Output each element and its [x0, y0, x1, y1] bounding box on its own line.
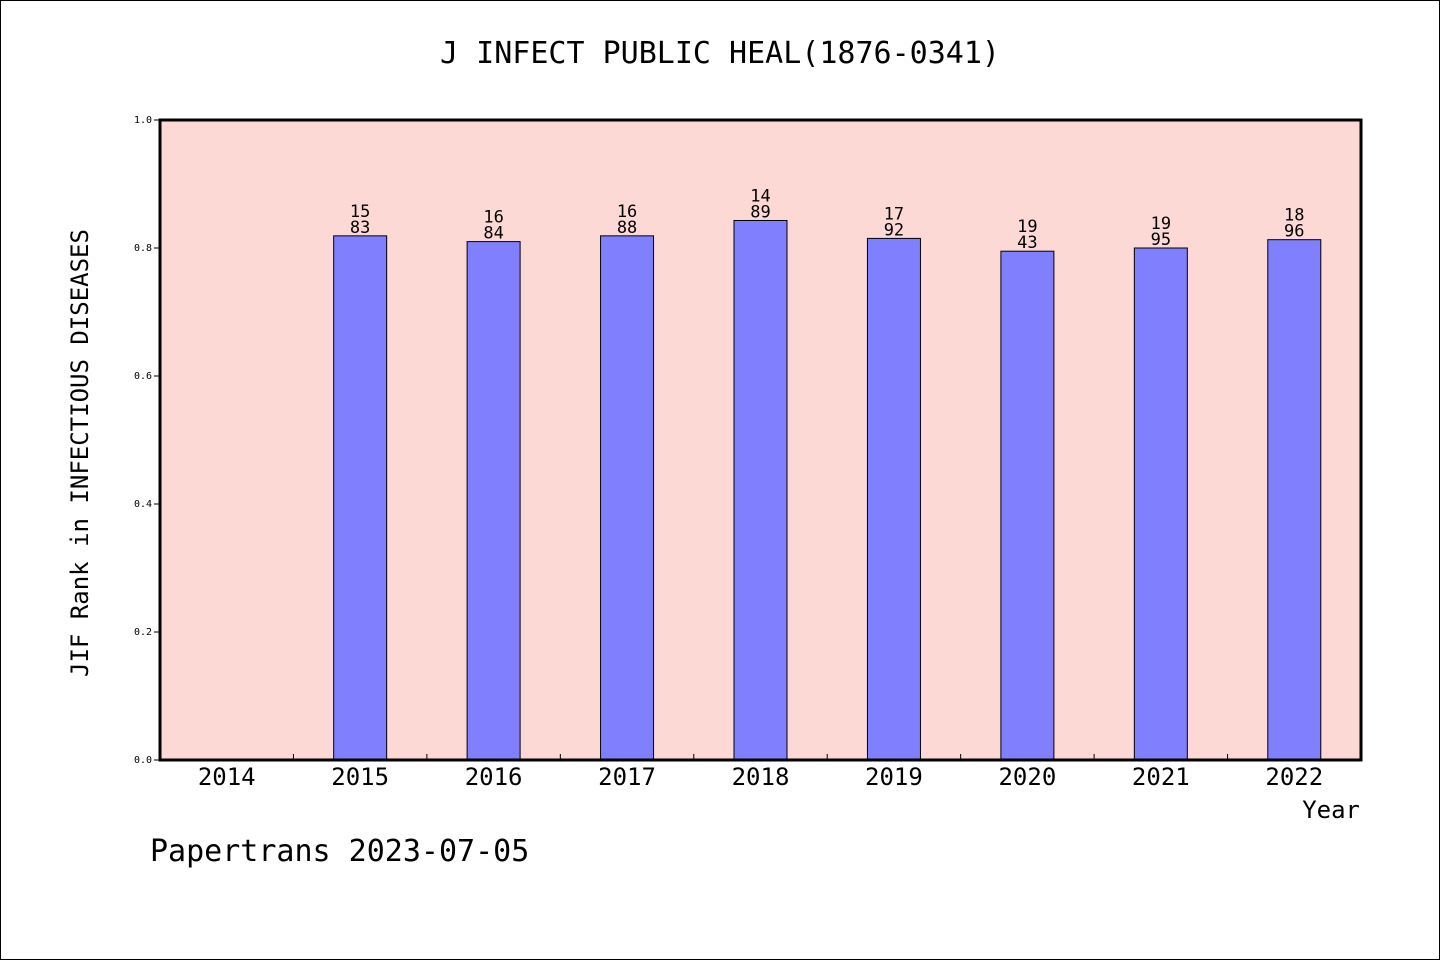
y-tick-label: 0.6: [134, 371, 152, 382]
bar-label-total-2017: 88: [617, 218, 637, 238]
bar-label-rank-2020: 19: [1017, 217, 1037, 237]
bar-2018: [733, 219, 788, 761]
bar-label-rank-2022: 18: [1284, 206, 1304, 226]
bar-2019: [866, 237, 921, 761]
plot-border: [158, 118, 1363, 762]
y-tick-label: 0.8: [134, 243, 152, 254]
x-tick-label-2020: 2020: [998, 763, 1056, 791]
y-tick-label: 0.0: [134, 755, 152, 766]
x-tick-label-2016: 2016: [465, 763, 523, 791]
y-tick-label: 0.2: [134, 627, 152, 638]
bar-label-total-2018: 89: [750, 202, 770, 222]
x-tick-label-2019: 2019: [865, 763, 923, 791]
x-tick-label-2018: 2018: [732, 763, 790, 791]
bar-label-total-2015: 83: [350, 218, 370, 238]
bar-2016: [466, 241, 521, 761]
bar-label-rank-2021: 19: [1151, 214, 1171, 234]
bar-label-rank-2015: 15: [350, 202, 370, 222]
footer-watermark: Papertrans 2023-07-05: [150, 834, 530, 869]
y-axis-label: JIF Rank in INFECTIOUS DISEASES: [66, 229, 94, 677]
bar-2022: [1267, 239, 1322, 761]
bar-2020: [1000, 250, 1055, 761]
bar-label-rank-2017: 16: [617, 202, 637, 222]
x-tick-label-2021: 2021: [1132, 763, 1190, 791]
x-tick-label-2015: 2015: [331, 763, 389, 791]
bar-label-total-2016: 84: [483, 224, 503, 244]
bar-label-total-2022: 96: [1284, 222, 1304, 242]
bar-2017: [600, 235, 655, 761]
bar-label-rank-2016: 16: [483, 208, 503, 228]
x-axis-label: Year: [1302, 796, 1360, 824]
bar-label-total-2021: 95: [1151, 230, 1171, 250]
bar-2021: [1133, 247, 1188, 761]
x-tick-label-2017: 2017: [598, 763, 656, 791]
chart-title: J INFECT PUBLIC HEAL(1876-0341): [440, 36, 1000, 71]
y-tick-label: 0.4: [134, 499, 152, 510]
bar-label-total-2020: 43: [1017, 233, 1037, 253]
bar-label-total-2019: 92: [884, 220, 904, 240]
bar-2015: [333, 235, 388, 761]
x-tick-label-2014: 2014: [198, 763, 256, 791]
x-tick-label-2022: 2022: [1265, 763, 1323, 791]
y-tick-label: 1.0: [134, 115, 152, 126]
bar-label-rank-2019: 17: [884, 204, 904, 224]
bar-label-rank-2018: 14: [750, 186, 770, 206]
